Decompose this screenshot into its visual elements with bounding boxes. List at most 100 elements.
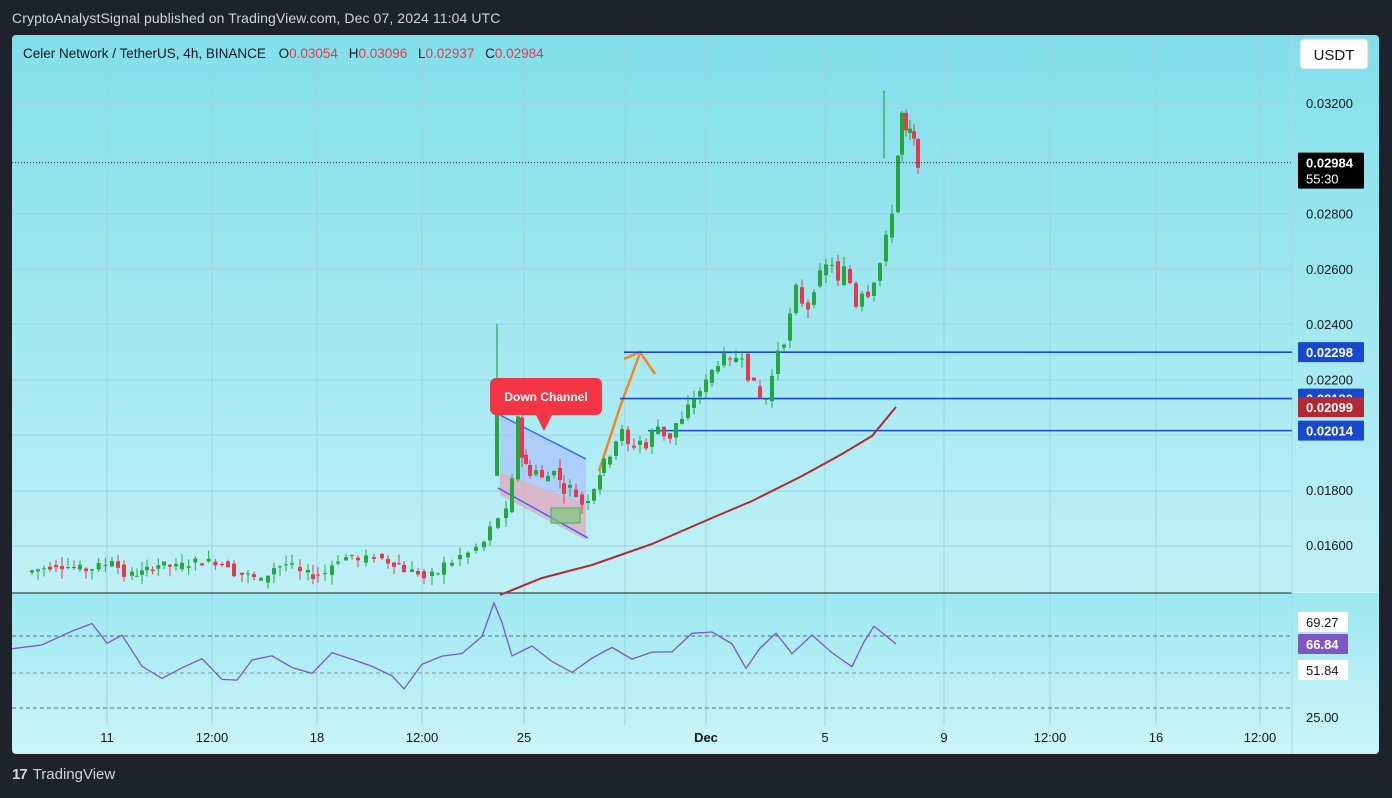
time-tick-label: 9 bbox=[940, 730, 947, 745]
candle-body bbox=[752, 377, 756, 381]
horizontal-levels[interactable] bbox=[620, 351, 1292, 432]
candle-body bbox=[794, 284, 798, 314]
tradingview-branding[interactable]: 17 TradingView bbox=[12, 766, 115, 783]
time-tick-label: 12:00 bbox=[406, 730, 439, 745]
candle-body bbox=[734, 358, 738, 362]
channel-upper-line bbox=[499, 414, 587, 460]
candle-body bbox=[278, 566, 282, 568]
rsi-tick-label: 25.00 bbox=[1306, 710, 1339, 725]
candle-body bbox=[323, 573, 327, 575]
price-chart[interactable]: Down Channel Celer Network / TetherUS, 4… bbox=[12, 35, 1379, 754]
candle-body bbox=[638, 440, 642, 445]
candle-body bbox=[836, 261, 840, 281]
level-price-box bbox=[1298, 397, 1364, 418]
candle-body bbox=[552, 470, 556, 476]
accumulation-box bbox=[550, 507, 581, 524]
level-price-label: 0.02298 bbox=[1306, 345, 1353, 360]
price-pane-bg bbox=[12, 35, 1379, 593]
candle-body bbox=[620, 429, 624, 442]
rsi-tick-bg bbox=[1298, 660, 1348, 680]
candle-body bbox=[598, 475, 602, 490]
price-tick-label: 0.02200 bbox=[1306, 372, 1353, 387]
legend-o-label: O bbox=[279, 46, 290, 61]
time-tick-label: 16 bbox=[1149, 730, 1163, 745]
price-tick-label: 0.01600 bbox=[1306, 538, 1353, 553]
candle-body bbox=[686, 404, 690, 419]
candle-body bbox=[316, 574, 320, 576]
candle-body bbox=[680, 419, 684, 424]
candle-body bbox=[482, 541, 486, 548]
legend-c-value: 0.02984 bbox=[495, 46, 544, 61]
candle-body bbox=[272, 568, 276, 575]
candle-body bbox=[458, 555, 462, 560]
legend-l-label: L bbox=[418, 46, 426, 61]
candle-body bbox=[495, 395, 499, 476]
candle-body bbox=[884, 234, 888, 262]
candle-body bbox=[626, 429, 630, 445]
time-axis[interactable]: 11 12:00 18 12:00 25 Dec 5 9 12:00 16 12:00 bbox=[100, 730, 1276, 745]
candle-body bbox=[442, 562, 446, 575]
time-tick-label: Dec bbox=[694, 730, 718, 745]
symbol-legend[interactable]: Celer Network / TetherUS, 4h, BINANCE O0… bbox=[23, 46, 544, 61]
candle-body bbox=[662, 426, 666, 437]
candle-body bbox=[758, 386, 762, 399]
candle-body bbox=[860, 293, 864, 307]
legend-o-value: 0.03054 bbox=[289, 46, 338, 61]
candle-body bbox=[534, 470, 538, 475]
candle-body bbox=[336, 561, 340, 564]
candle-body bbox=[72, 566, 76, 568]
candle-body bbox=[904, 112, 908, 131]
legend-h-value: 0.03096 bbox=[358, 46, 407, 61]
candle-body bbox=[174, 564, 178, 567]
level-price-box bbox=[1298, 342, 1364, 363]
candle-body bbox=[782, 344, 786, 348]
candle-body bbox=[66, 567, 70, 569]
level-price-label: 0.02099 bbox=[1306, 400, 1353, 415]
candle-body bbox=[474, 546, 478, 551]
candle-body bbox=[644, 442, 648, 449]
candle-body bbox=[156, 565, 161, 569]
down-channel-label[interactable]: Down Channel bbox=[490, 378, 602, 431]
rsi-current-box bbox=[1298, 634, 1348, 654]
candle-body bbox=[656, 426, 660, 434]
candle-body bbox=[48, 566, 52, 570]
currency-button-label: USDT bbox=[1314, 47, 1355, 64]
legend-l-value: 0.02937 bbox=[426, 46, 475, 61]
time-tick-label: 12:00 bbox=[1034, 730, 1067, 745]
chart-frame[interactable]: Down Channel Celer Network / TetherUS, 4… bbox=[12, 35, 1379, 754]
candle-body bbox=[410, 569, 414, 572]
candle-body bbox=[162, 561, 166, 566]
candle-body bbox=[704, 379, 708, 393]
candle-body bbox=[908, 128, 912, 133]
candle-body bbox=[150, 569, 155, 572]
price-tick-label: 0.01800 bbox=[1306, 483, 1353, 498]
countdown-label: 55:30 bbox=[1306, 172, 1339, 187]
candle-body bbox=[36, 569, 40, 572]
candle-body bbox=[135, 575, 139, 577]
candle-body bbox=[854, 283, 858, 307]
level-price-box bbox=[1298, 420, 1364, 441]
candle-body bbox=[246, 573, 250, 575]
rsi-tick-label: 69.27 bbox=[1306, 615, 1339, 630]
rsi-tick-bg bbox=[1298, 612, 1348, 632]
candle-body bbox=[103, 565, 108, 567]
candle-body bbox=[848, 268, 852, 284]
candle-body bbox=[180, 562, 184, 570]
candle-body bbox=[356, 557, 360, 561]
rsi-axis[interactable]: 69.27 51.84 25.00 66.84 bbox=[1298, 612, 1348, 725]
candle-body bbox=[632, 445, 636, 448]
price-axis[interactable]: 0.03200 0.02800 0.02600 0.02400 0.02200 0.018… bbox=[1298, 96, 1364, 553]
legend-c-label: C bbox=[485, 46, 495, 61]
candle-body bbox=[416, 571, 420, 575]
price-tick-label: 0.02600 bbox=[1306, 262, 1353, 277]
currency-button-bg bbox=[1299, 38, 1369, 70]
candle-body bbox=[546, 476, 550, 482]
currency-button[interactable]: USDT bbox=[1299, 38, 1369, 70]
candle-body bbox=[524, 454, 528, 464]
candle-body bbox=[528, 465, 532, 477]
candle-body bbox=[397, 563, 401, 565]
candle-body bbox=[520, 417, 524, 458]
candle-body bbox=[728, 358, 732, 360]
level-price-label: 0.02014 bbox=[1306, 424, 1354, 439]
candle-body bbox=[168, 564, 172, 567]
